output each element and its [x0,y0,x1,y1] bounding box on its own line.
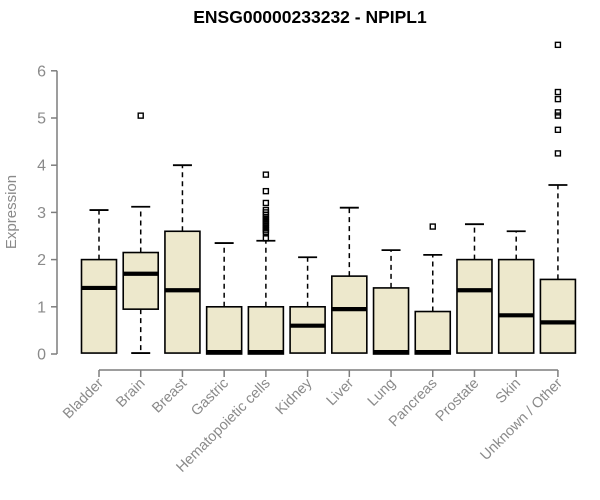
x-tick-label: Skin [493,376,524,407]
outlier-point [262,199,270,207]
x-tick-label: Breast [149,376,190,417]
y-tick-label: 4 [37,158,46,175]
outlier-point [554,88,562,96]
outlier-point [137,112,144,119]
box [247,305,285,355]
box [497,258,535,354]
y-tick-label: 5 [37,111,46,128]
outlier-point [554,109,562,116]
box [289,305,326,354]
box [456,258,493,354]
outlier-point [554,41,562,49]
x-tick-label: Bladder [60,375,107,422]
y-tick-label: 1 [37,299,46,316]
box [331,275,368,354]
x-tick-label: Kidney [273,375,316,418]
outlier-point [554,112,562,119]
box [122,251,160,310]
y-tick-label: 0 [37,347,46,364]
box [205,305,243,355]
outlier-point [262,229,270,236]
y-tick-label: 3 [37,205,46,222]
outlier-point [262,235,270,242]
box [539,278,577,354]
chart-title: ENSG00000233232 - NPIPL1 [193,7,427,27]
outlier-point [554,95,562,103]
outlier-point [262,171,270,178]
outlier-point [554,126,562,134]
x-tick-label: Liver [324,375,358,409]
x-tick-label: Lung [365,376,399,410]
box [414,310,452,355]
box [372,287,410,355]
y-tick-label: 2 [37,252,46,269]
y-tick-label: 6 [37,63,46,80]
outlier-point [554,150,562,157]
x-tick-label: Brain [113,376,148,411]
outlier-point [262,187,270,195]
x-tick-label: Prostate [433,376,482,425]
outlier-point [429,223,436,230]
box [80,258,118,354]
y-axis-label: Expression [3,175,20,249]
